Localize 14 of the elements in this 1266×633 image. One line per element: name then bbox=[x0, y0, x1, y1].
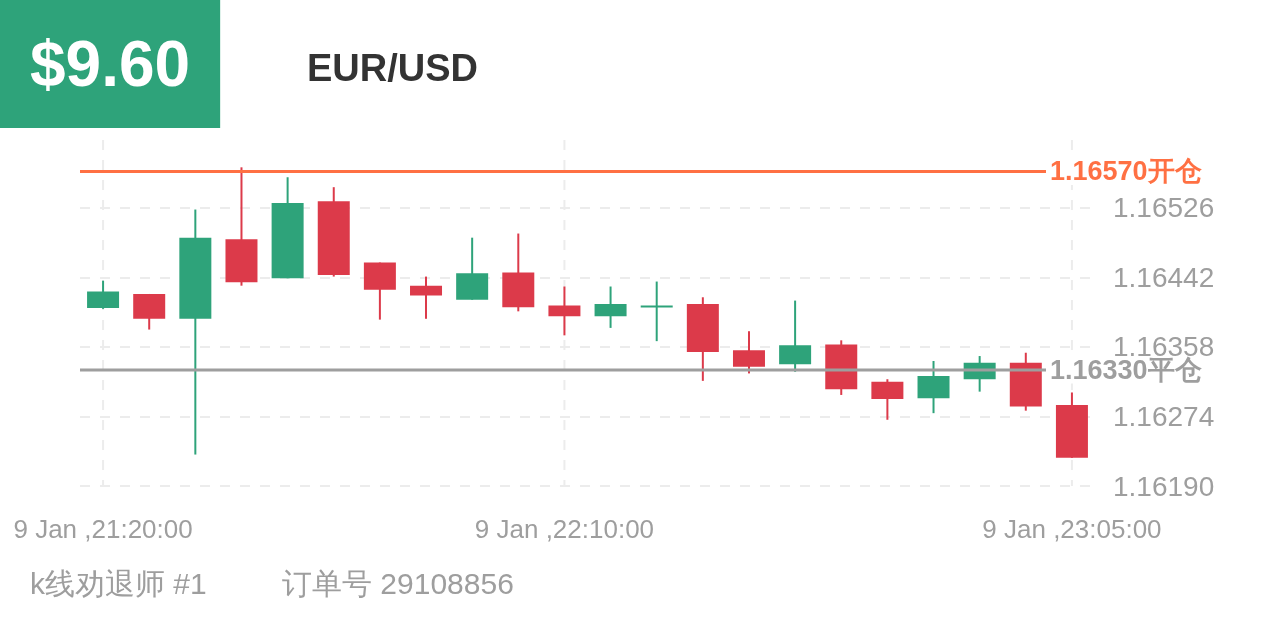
ref-line-label: 1.16570开仓 bbox=[1050, 156, 1202, 187]
text: 订单号 29108856 bbox=[282, 566, 514, 600]
x-tick-label: 9 Jan ,22:10:00 bbox=[474, 514, 655, 544]
y-tick-label: 1.16274 bbox=[1113, 400, 1215, 432]
x-tick-label: 9 Jan ,21:20:00 bbox=[13, 514, 193, 544]
candlestick bbox=[410, 275, 443, 320]
text: k线劝退师 #1 bbox=[30, 566, 207, 600]
x-tick-label: 9 Jan ,23:05:00 bbox=[982, 514, 1162, 544]
candlestick bbox=[640, 280, 673, 343]
y-tick-label: 1.16190 bbox=[1113, 470, 1215, 502]
chart-title: $9.60 bbox=[30, 28, 191, 100]
y-tick-label: 1.16526 bbox=[1113, 192, 1215, 224]
y-tick-label: 1.16442 bbox=[1113, 261, 1215, 293]
chart-subtitle: EUR/USD bbox=[307, 47, 479, 89]
